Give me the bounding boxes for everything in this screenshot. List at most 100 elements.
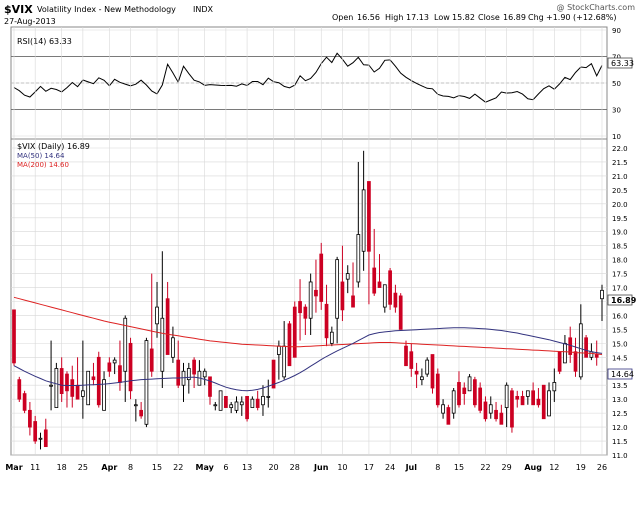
price-tick-label: 22.0	[612, 145, 628, 153]
candle	[245, 395, 249, 422]
candle	[494, 401, 498, 422]
rsi-legend: RSI(14) 63.33	[17, 37, 72, 46]
rsi-line	[13, 52, 603, 103]
candle-body	[467, 376, 472, 392]
candle	[525, 390, 530, 405]
candle	[292, 301, 297, 358]
candle-body	[112, 359, 117, 364]
candle	[54, 362, 59, 408]
candle	[234, 396, 239, 414]
x-tick-label: 22	[480, 463, 490, 472]
candle-body	[277, 345, 281, 355]
candle	[335, 256, 339, 344]
price-tick-label: 11.5	[612, 438, 628, 446]
candle-body	[504, 384, 509, 408]
rsi-grid	[11, 29, 607, 137]
candle	[192, 357, 196, 389]
candle	[165, 281, 170, 355]
candle-body	[33, 421, 38, 442]
candle	[483, 396, 488, 422]
candle-body	[314, 289, 318, 297]
price-tick-label: 11.0	[612, 452, 628, 460]
price-tick-label: 19.0	[612, 229, 628, 237]
candle-body	[133, 404, 138, 407]
candle-body	[451, 390, 456, 414]
candle	[563, 334, 567, 364]
candle	[128, 337, 133, 400]
candle	[102, 371, 106, 411]
candle	[218, 390, 223, 411]
candle	[176, 340, 181, 389]
x-tick-label: 22	[173, 463, 183, 472]
candle-body	[345, 273, 350, 280]
candle	[594, 340, 599, 366]
candle-body	[224, 395, 228, 408]
candle	[186, 362, 191, 394]
candle-body	[457, 382, 461, 406]
candle-body	[202, 370, 207, 378]
ma50-last-value-box	[607, 368, 633, 380]
candle	[149, 273, 154, 377]
ma200-legend: MA(200) 14.60	[17, 161, 69, 169]
candle-body	[356, 234, 361, 283]
candle-body	[22, 393, 27, 411]
candle-body	[541, 384, 546, 420]
price-legend: $VIX (Daily) 16.89	[17, 142, 90, 151]
rsi-last-value: 63.33	[611, 59, 634, 68]
candle-body	[54, 368, 59, 408]
close-value: 16.89	[503, 13, 526, 22]
rsi-last-value-box	[607, 57, 633, 69]
price-tick-label: 21.5	[612, 159, 628, 167]
candle	[388, 268, 392, 310]
x-tick-label: 19	[576, 463, 586, 472]
candle	[372, 228, 377, 296]
price-tick-label: 14.5	[612, 354, 628, 362]
candle-body	[388, 270, 392, 305]
candle	[160, 251, 165, 389]
rsi-tick-label: 90	[612, 27, 621, 35]
x-tick-label: 26	[597, 463, 607, 472]
candle-body	[213, 404, 218, 407]
candle	[224, 395, 228, 408]
price-grid	[11, 27, 607, 456]
candle	[133, 399, 138, 422]
candle	[361, 150, 366, 271]
x-tick-label: Aug	[524, 463, 542, 472]
price-last-value: 16.89	[611, 296, 637, 305]
candle-body	[81, 390, 85, 397]
candle	[541, 384, 546, 420]
x-tick-label: Apr	[101, 463, 117, 472]
candle-body	[91, 376, 96, 381]
x-tick-label: 29	[502, 463, 512, 472]
candle-body	[446, 407, 451, 425]
candle-body	[531, 390, 535, 406]
price-tick-label: 12.5	[612, 410, 628, 418]
low-label: Low	[434, 13, 450, 22]
candle	[38, 432, 43, 450]
x-tick-label: 8	[128, 463, 133, 472]
candle-body	[49, 384, 53, 387]
candle-body	[435, 373, 440, 406]
candle-body	[271, 359, 276, 389]
x-tick-label: 13	[242, 463, 252, 472]
candle	[33, 415, 38, 444]
price-tick-label: 15.0	[612, 340, 628, 348]
chart-date: 27-Aug-2013	[4, 17, 56, 26]
candle-body	[107, 362, 112, 372]
price-tick-label: 20.0	[612, 201, 628, 209]
candle-body	[245, 395, 249, 420]
candle	[324, 284, 329, 347]
candle	[155, 281, 159, 338]
candle	[473, 376, 477, 408]
candle-body	[414, 370, 419, 375]
candle	[144, 337, 149, 428]
candlesticks	[12, 150, 604, 450]
candle	[308, 273, 313, 335]
candle	[398, 293, 403, 330]
candle	[49, 340, 53, 411]
exchange-label: INDX	[193, 5, 214, 14]
candle-body	[510, 390, 514, 428]
candle	[462, 382, 467, 405]
price-tick-label: 13.0	[612, 396, 628, 404]
x-tick-label: Mar	[5, 463, 22, 472]
